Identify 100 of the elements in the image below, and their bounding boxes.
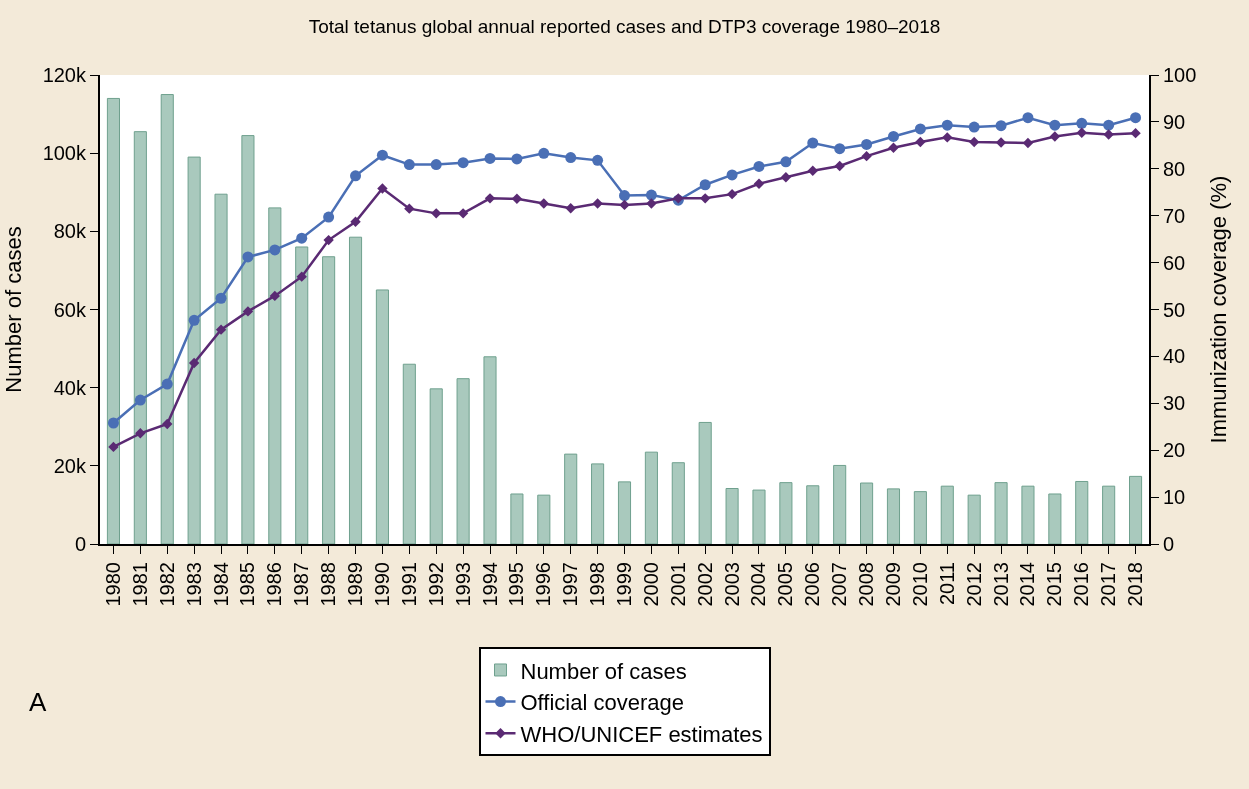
x-tick-label: 2012 <box>962 562 985 607</box>
x-tick-label: 2015 <box>1043 562 1066 607</box>
bar <box>860 482 874 544</box>
point <box>726 169 738 181</box>
y2-tick-label: 10 <box>1163 486 1186 509</box>
bar <box>564 453 578 544</box>
y2-tick-label: 20 <box>1163 439 1186 462</box>
bar <box>671 462 685 544</box>
point <box>592 198 603 209</box>
x-tick-label: 1997 <box>559 562 582 607</box>
point <box>995 137 1007 148</box>
x-tick-label: 1980 <box>101 562 124 607</box>
x-tick-label: 1986 <box>263 562 286 607</box>
point <box>780 156 792 168</box>
bar <box>967 494 981 544</box>
point <box>1022 112 1034 124</box>
bar <box>133 131 147 544</box>
bar <box>617 481 632 544</box>
x-tick-label: 2000 <box>639 562 662 607</box>
y2-tick-label: 90 <box>1163 110 1186 133</box>
point <box>1076 117 1088 129</box>
bar <box>725 488 739 544</box>
y-tick-label: 0 <box>74 533 86 555</box>
bar <box>940 485 954 544</box>
y2-tick-label: 50 <box>1163 298 1186 321</box>
point <box>753 178 765 190</box>
point <box>215 324 227 335</box>
y-tick-label: 80k <box>53 220 87 243</box>
point <box>753 160 765 172</box>
point <box>377 183 388 194</box>
point <box>538 198 550 209</box>
point <box>834 160 845 172</box>
x-tick-label: 1994 <box>478 562 501 607</box>
point <box>457 157 469 169</box>
point <box>1076 127 1087 138</box>
bar <box>187 156 201 544</box>
bar <box>241 135 255 544</box>
bar <box>348 236 363 544</box>
point <box>242 306 254 317</box>
point <box>269 290 281 302</box>
bar <box>402 363 416 544</box>
point <box>134 394 146 406</box>
point <box>323 211 335 223</box>
bar <box>375 289 389 544</box>
x-tick-label: 1995 <box>505 562 528 607</box>
x-tick-label: 2018 <box>1124 562 1147 607</box>
x-tick-label: 2007 <box>828 562 851 607</box>
point <box>861 150 872 162</box>
point <box>1103 129 1114 140</box>
bar <box>886 488 901 544</box>
point <box>646 198 657 209</box>
point <box>242 251 254 263</box>
bar <box>913 491 927 544</box>
point <box>941 119 953 131</box>
bar <box>994 482 1008 544</box>
point <box>107 417 119 429</box>
point <box>645 189 657 201</box>
point <box>484 193 496 204</box>
x-tick-label: 1987 <box>290 562 313 607</box>
x-tick-label: 1984 <box>209 562 232 607</box>
bar <box>483 356 497 544</box>
point <box>565 203 576 214</box>
point <box>968 136 980 148</box>
x-tick-label: 1992 <box>424 562 447 607</box>
point <box>431 208 442 219</box>
bar <box>510 493 524 544</box>
y-tick-label: 120k <box>42 64 87 86</box>
x-tick-label: 2004 <box>747 562 770 607</box>
y-tick-label: 20k <box>53 454 87 477</box>
point <box>350 216 361 227</box>
point <box>162 418 173 430</box>
x-tick-label: 1985 <box>236 562 259 607</box>
point <box>1130 127 1141 139</box>
point <box>296 232 308 244</box>
point <box>619 190 630 202</box>
bar <box>1129 475 1143 544</box>
point <box>887 130 899 142</box>
point <box>807 137 819 149</box>
x-tick-label: 1996 <box>532 562 555 607</box>
point <box>968 121 980 133</box>
y-tick-label: 100k <box>42 142 87 165</box>
point <box>135 428 146 439</box>
x-tick-label: 1998 <box>586 562 609 607</box>
point <box>726 188 738 200</box>
bar <box>779 482 793 544</box>
bar <box>1021 485 1035 544</box>
x-tick-label: 1983 <box>182 562 205 607</box>
point <box>1049 131 1061 142</box>
legend-label: WHO/UNICEF estimates <box>520 721 763 747</box>
point <box>511 193 523 205</box>
point <box>888 142 899 153</box>
y2-axis-title: Immunization coverage (%) <box>1205 175 1231 444</box>
bar <box>322 256 336 544</box>
point <box>484 152 496 164</box>
x-tick-label: 1991 <box>397 562 420 607</box>
bar <box>160 94 174 544</box>
chart-title: Total tetanus global annual reported cases and DTP3 coverage 1980–2018 <box>308 16 941 38</box>
point <box>995 120 1007 132</box>
point <box>215 292 227 304</box>
point <box>376 149 388 161</box>
